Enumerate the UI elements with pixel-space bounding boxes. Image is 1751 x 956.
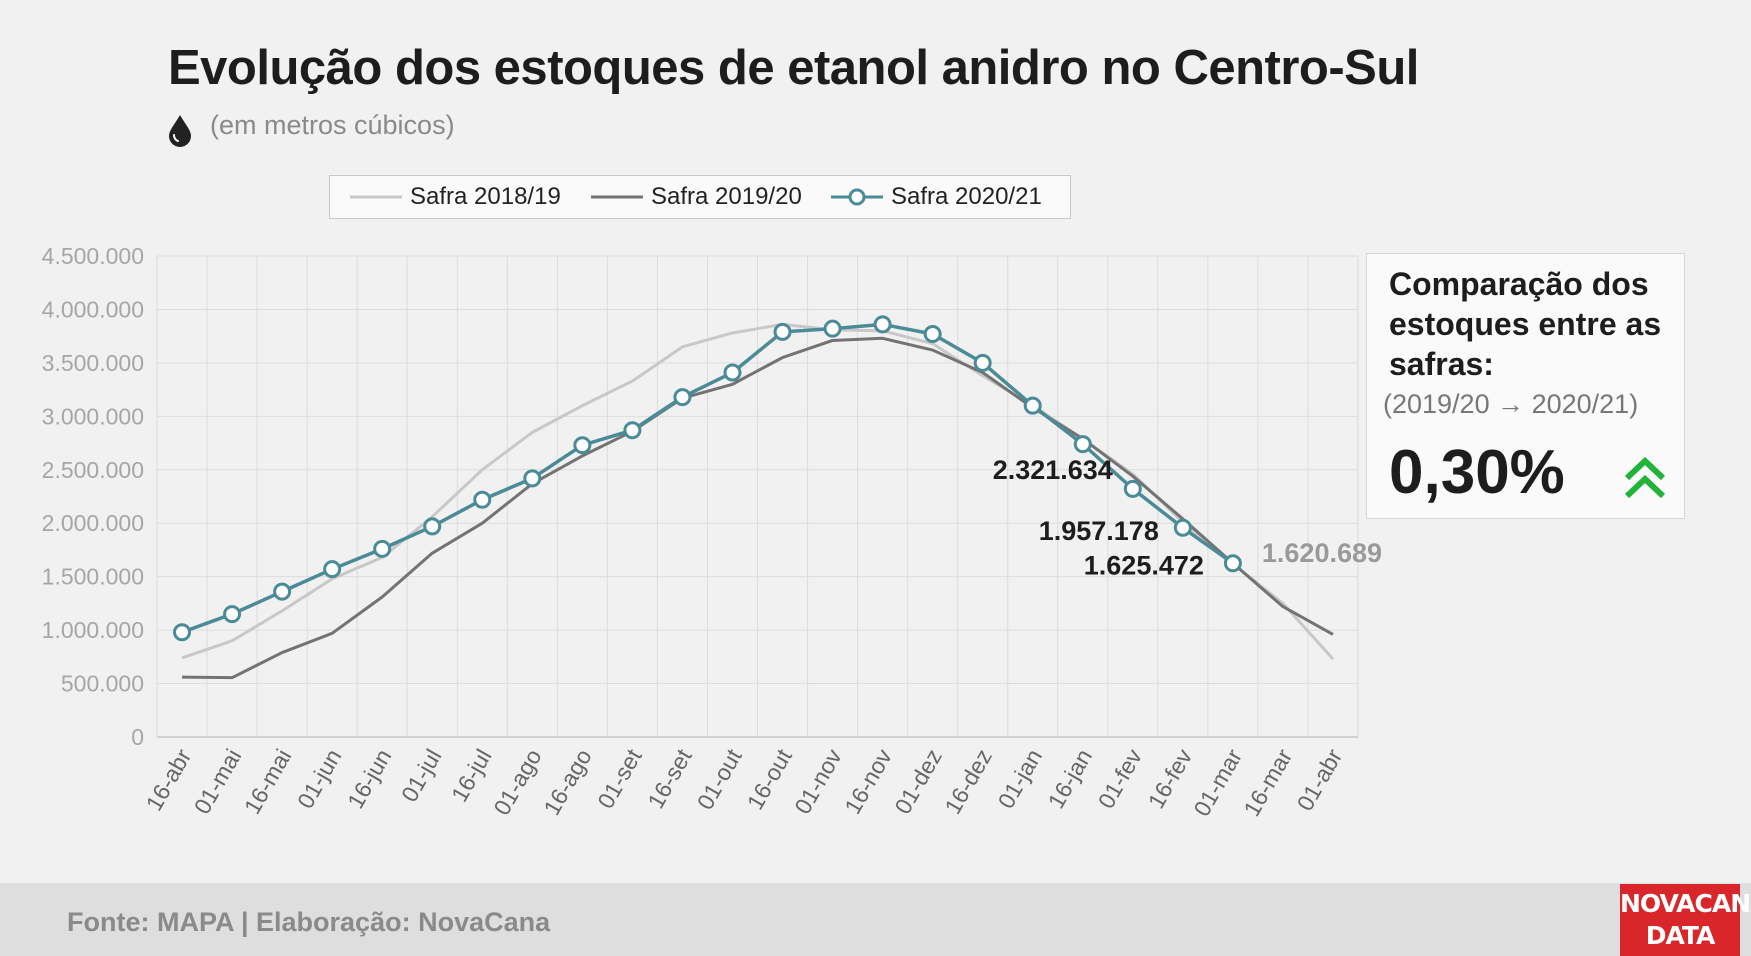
y-tick-label: 1.500.000 (42, 564, 144, 590)
y-tick-label: 4.500.000 (42, 243, 144, 269)
y-tick-label: 4.000.000 (42, 296, 144, 322)
data-point-3 (873, 315, 892, 334)
chart-legend: Safra 2018/19 Safra 2019/20 Safra 2020/2… (329, 175, 1071, 219)
x-tick-label: 16-set (642, 744, 697, 813)
legend-swatch-2020-21 (831, 188, 883, 205)
x-tick-label: 01-out (692, 744, 747, 814)
x-tick-label: 01-mai (189, 745, 247, 819)
y-tick-label: 0 (131, 724, 144, 750)
legend-item-2019-20[interactable]: Safra 2019/20 (591, 176, 802, 217)
x-tick-label: 01-nov (789, 744, 847, 818)
x-tick-label: 01-jul (396, 745, 447, 807)
data-point-3 (923, 325, 942, 344)
data-point-3 (1173, 518, 1192, 537)
x-tick-label: 01-mar (1188, 744, 1247, 820)
comparison-period: (2019/20 → 2020/21) (1383, 389, 1639, 419)
data-label: 1.957.178 (1039, 516, 1159, 546)
data-point-3 (573, 436, 592, 455)
water-drop-icon (169, 115, 191, 147)
data-point-3 (823, 319, 842, 338)
x-tick-label: 01-set (592, 744, 647, 813)
legend-item-2020-21[interactable]: Safra 2020/21 (831, 176, 1042, 217)
data-label: 2.321.634 (993, 455, 1113, 485)
x-tick-label: 16-jan (1043, 745, 1097, 813)
chart-subtitle: (em metros cúbicos) (210, 110, 455, 140)
x-tick-label: 16-jul (446, 745, 497, 807)
data-point-3 (523, 469, 542, 488)
y-tick-label: 500.000 (61, 671, 144, 697)
series-line-3 (181, 322, 1234, 634)
x-tick-label: 01-abr (1292, 744, 1348, 815)
y-tick-label: 2.000.000 (42, 510, 144, 536)
source-credit: Fonte: MAPA | Elaboração: NovaCana (67, 907, 551, 937)
x-tick-label: 16-ago (538, 745, 596, 820)
comparison-value: 0,30% (1389, 438, 1565, 507)
data-point-3 (773, 322, 792, 341)
data-label: 1.625.472 (1084, 550, 1204, 580)
chart-title: Evolução dos estoques de etanol anidro n… (168, 41, 1419, 95)
data-point-3 (1023, 396, 1042, 415)
legend-swatch-2018-19 (350, 195, 402, 198)
data-point-3 (373, 539, 392, 558)
y-tick-label: 1.000.000 (42, 617, 144, 643)
data-point-3 (723, 363, 742, 382)
x-tick-label: 01-fev (1093, 744, 1148, 813)
data-point-3 (473, 490, 492, 509)
data-point-3 (1223, 554, 1242, 573)
line-chart: 0 500.000 1.000.000 1.500.000 2.000.000 2.500… (42, 243, 1382, 821)
x-tick-label: 01-ago (488, 745, 546, 820)
legend-swatch-2019-20 (591, 195, 643, 198)
x-tick-label: 16-nov (839, 744, 897, 818)
footer: Fonte: MAPA | Elaboração: NovaCana (0, 883, 1751, 956)
x-tick-label: 01-dez (889, 745, 947, 819)
data-point-3 (273, 582, 292, 601)
comparison-title: Comparação dos estoques entre as safras: (1389, 266, 1662, 382)
logo-line-1: NOVACANA (1620, 889, 1751, 918)
y-tick-label: 3.000.000 (42, 403, 144, 429)
double-chevron-up-icon (1624, 456, 1666, 499)
comparison-panel: Comparação dos estoques entre as safras:… (1366, 253, 1685, 519)
data-point-3 (173, 623, 192, 642)
data-point-3 (323, 560, 342, 579)
x-tick-label: 16-dez (939, 745, 997, 819)
x-tick-label: 16-jun (342, 745, 396, 813)
data-point-3 (423, 517, 442, 536)
data-point-3 (223, 605, 242, 624)
series-line-2 (182, 336, 1334, 680)
x-tick-label: 01-jan (993, 745, 1047, 813)
y-tick-label: 3.500.000 (42, 350, 144, 376)
x-tick-label: 16-fev (1143, 744, 1198, 813)
data-point-3 (1123, 479, 1142, 498)
legend-label-2020-21: Safra 2020/21 (891, 182, 1042, 210)
data-label: 1.620.689 (1262, 538, 1382, 568)
data-point-3 (973, 353, 992, 372)
y-tick-label: 2.500.000 (42, 457, 144, 483)
legend-item-2018-19[interactable]: Safra 2018/19 (350, 176, 561, 217)
legend-label-2018-19: Safra 2018/19 (410, 182, 561, 210)
data-point-3 (673, 388, 692, 407)
x-tick-label: 16-out (742, 744, 797, 814)
data-point-3 (623, 421, 642, 440)
legend-label-2019-20: Safra 2019/20 (651, 182, 802, 210)
x-tick-label: 16-mar (1238, 744, 1297, 820)
logo-line-2: DATA (1645, 921, 1716, 950)
x-tick-label: 16-mai (239, 745, 297, 819)
x-tick-label: 01-jun (292, 745, 346, 813)
data-point-3 (1073, 435, 1092, 454)
novacana-data-logo[interactable]: NOVACANA DATA (1620, 884, 1751, 956)
